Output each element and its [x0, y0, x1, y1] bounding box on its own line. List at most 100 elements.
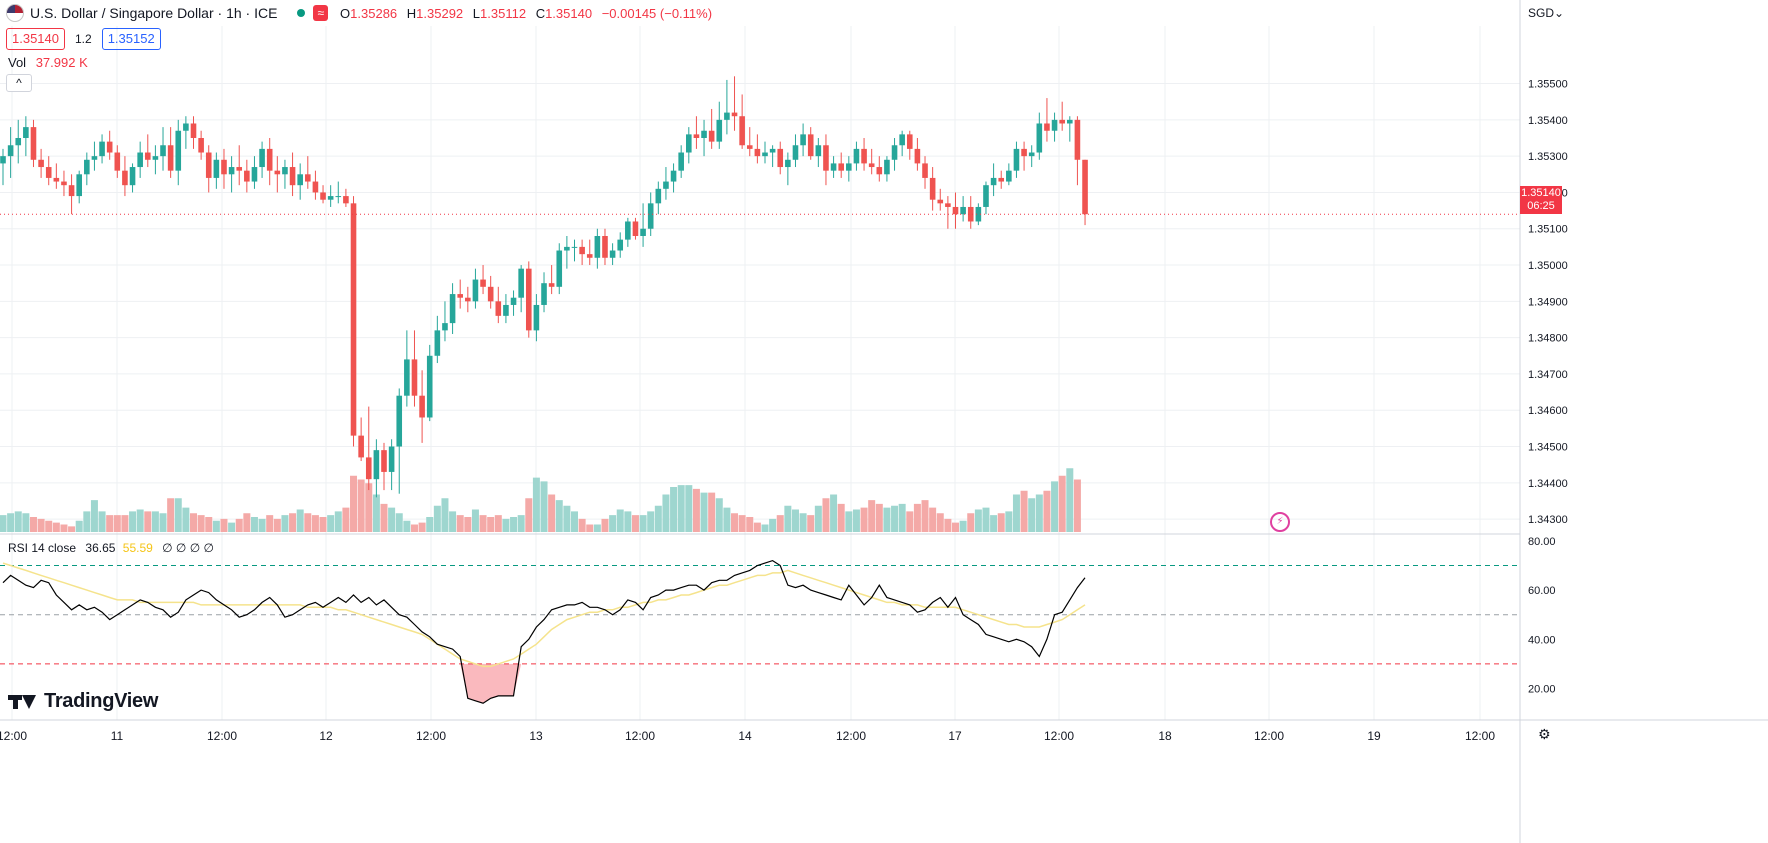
candle-body — [312, 181, 319, 193]
candle-body — [1074, 119, 1081, 160]
candle-body — [769, 148, 776, 153]
candle-body — [960, 206, 966, 215]
price-tick-label: 1.35500 — [1528, 79, 1568, 91]
volume-bar — [708, 492, 716, 532]
symbol-title[interactable]: U.S. Dollar / Singapore Dollar · 1h · IC… — [30, 5, 278, 21]
candle-body — [975, 206, 982, 222]
volume-bar — [1058, 475, 1066, 532]
volume-bar — [1066, 468, 1074, 532]
volume-bar — [98, 511, 106, 532]
rsi-legend[interactable]: RSI 14 close 36.65 55.59 ∅ ∅ ∅ ∅ — [8, 541, 214, 555]
volume-bar — [860, 507, 868, 532]
candle-body — [183, 123, 189, 131]
approx-badge[interactable]: ≈ — [313, 5, 329, 21]
volume-bar — [692, 488, 700, 532]
time-tick-label: 12:00 — [1254, 729, 1284, 743]
candle-body — [0, 156, 6, 164]
price-tick-label: 1.34800 — [1528, 333, 1568, 345]
candle-body — [198, 138, 204, 153]
volume-bar — [174, 498, 182, 532]
volume-bar — [289, 513, 297, 532]
volume-bar — [464, 517, 472, 532]
volume-legend[interactable]: Vol 37.992 K — [8, 55, 88, 70]
volume-bar — [388, 507, 396, 532]
volume-bar — [410, 524, 418, 532]
candle-body — [160, 145, 166, 157]
volume-bar — [830, 494, 838, 532]
candle-body — [152, 156, 159, 160]
candle-body — [1028, 152, 1035, 157]
settings-gear-icon[interactable]: ⚙ — [1538, 726, 1551, 742]
candle-body — [525, 268, 532, 331]
volume-bar — [799, 513, 807, 532]
candle-body — [906, 134, 913, 149]
candle-body — [868, 163, 875, 168]
spread-value: 1.2 — [75, 32, 92, 46]
volume-bar — [441, 498, 449, 532]
time-tick-label: 14 — [738, 729, 752, 743]
volume-bar — [1012, 494, 1020, 532]
volume-bar — [243, 513, 251, 532]
low-value: 1.35112 — [480, 5, 527, 21]
collapse-legend-button[interactable]: ^ — [6, 74, 32, 92]
candle-body — [15, 138, 22, 146]
sell-button[interactable]: 1.35140 — [6, 28, 65, 50]
price-tick-label: 1.34300 — [1528, 514, 1568, 526]
rsi-title: RSI 14 close — [8, 541, 77, 555]
volume-bar — [281, 515, 289, 532]
candle-body — [472, 279, 479, 302]
candle-body — [541, 283, 547, 305]
tradingview-logo[interactable]: TradingView — [8, 690, 158, 713]
rsi-tick-label: 20.00 — [1528, 683, 1556, 695]
volume-bar — [144, 511, 152, 532]
candle-body — [815, 145, 822, 157]
rsi-value: 36.65 — [85, 541, 116, 555]
volume-bar — [418, 522, 426, 532]
candle-body — [137, 152, 143, 168]
buy-button[interactable]: 1.35152 — [101, 28, 161, 50]
volume-bar — [258, 518, 266, 532]
candle-body — [1067, 119, 1073, 124]
candle-body — [320, 192, 326, 200]
volume-bar — [266, 515, 274, 532]
candle-body — [175, 130, 182, 171]
volume-bar — [311, 515, 319, 532]
candle-body — [419, 395, 425, 418]
candle-body — [792, 145, 799, 160]
candle-body — [251, 167, 258, 182]
candle-body — [952, 206, 959, 215]
candle-body — [7, 145, 14, 157]
candle-body — [373, 450, 380, 480]
lightning-icon[interactable]: ⚡ — [1270, 512, 1290, 532]
market-open-icon[interactable] — [297, 9, 306, 17]
candle-body — [449, 294, 456, 324]
volume-bar — [609, 515, 617, 532]
volume-bar — [1028, 498, 1036, 532]
rsi-extra-values: ∅ ∅ ∅ ∅ — [162, 541, 214, 555]
volume-bar — [898, 503, 906, 532]
price-axis[interactable]: 1.355001.354001.353001.352001.351001.350… — [1528, 79, 1568, 527]
volume-bar — [738, 515, 746, 532]
volume-bar — [944, 518, 952, 532]
volume-bar — [502, 518, 510, 532]
volume-bar — [167, 498, 175, 532]
candle-body — [647, 203, 654, 229]
volume-bar — [921, 500, 929, 532]
candle-body — [640, 228, 646, 236]
volume-bars — [0, 468, 1081, 532]
volume-bar — [68, 526, 76, 532]
candle-body — [38, 159, 44, 168]
candle-body — [122, 170, 128, 186]
candle-body — [983, 185, 989, 207]
currency-selector[interactable]: SGD ⌄ — [1524, 4, 1568, 22]
rsi-axis[interactable]: 80.00 60.00 40.00 20.00 — [1528, 536, 1556, 696]
candle-body — [68, 185, 75, 197]
usd-sgd-flag-icon — [6, 4, 24, 22]
candle-body — [914, 148, 921, 164]
volume-bar — [868, 500, 876, 532]
last-price-value: 1.35140 — [1521, 187, 1561, 199]
time-axis[interactable]: 12:00 11 12:00 12 12:00 13 12:00 14 12:00 17 12:00… — [0, 729, 1495, 743]
volume-bar — [753, 522, 761, 532]
price-tick-label: 1.35400 — [1528, 115, 1568, 127]
